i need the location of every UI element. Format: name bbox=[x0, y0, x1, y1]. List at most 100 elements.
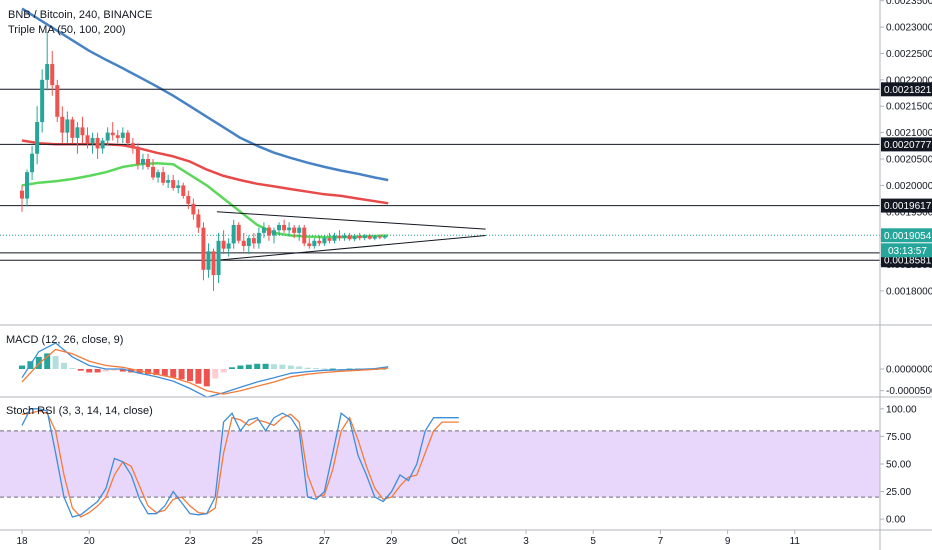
macd-histogram-bar bbox=[119, 369, 126, 372]
candle-body bbox=[246, 238, 251, 247]
stoch-rsi-band bbox=[0, 430, 880, 498]
price-tick-label: 0.0019500 bbox=[886, 207, 932, 218]
stoch-rsi-k-line bbox=[21, 408, 459, 518]
candle-body bbox=[146, 159, 150, 167]
candle-body bbox=[151, 166, 156, 178]
candle-body bbox=[55, 85, 60, 117]
price-tick-label: 0.0022000 bbox=[886, 75, 932, 86]
time-tick-label: 18 bbox=[16, 536, 28, 547]
ma-line-100 bbox=[21, 139, 389, 205]
current-price-tag-label: 0.0019054 bbox=[884, 231, 932, 242]
triangle-trendline bbox=[216, 211, 486, 230]
level-price-tag-label: 0.0019617 bbox=[884, 201, 932, 212]
price-tick-label: 0.0023000 bbox=[886, 23, 932, 34]
macd-histogram-bar bbox=[77, 369, 84, 371]
candle-body bbox=[196, 214, 201, 228]
time-tick-label: Oct bbox=[451, 536, 467, 547]
candle-body bbox=[85, 135, 90, 144]
candle-body bbox=[302, 227, 307, 244]
macd-histogram-bar bbox=[271, 364, 277, 369]
candle-body bbox=[135, 148, 140, 165]
candle-body bbox=[362, 236, 367, 239]
macd-histogram-bar bbox=[111, 369, 118, 371]
candle-body bbox=[272, 230, 276, 236]
macd-histogram-bar bbox=[86, 369, 93, 373]
candle-body bbox=[20, 190, 24, 199]
time-tick-label: 3 bbox=[523, 536, 529, 547]
candle-body bbox=[337, 235, 342, 239]
macd-signal-line bbox=[21, 348, 389, 395]
price-panel[interactable] bbox=[0, 7, 880, 291]
candle-body bbox=[231, 224, 236, 244]
time-tick-label: 27 bbox=[319, 536, 331, 547]
macd-histogram-bar bbox=[69, 368, 76, 370]
macd-panel[interactable] bbox=[19, 342, 389, 398]
candle-body bbox=[50, 64, 55, 86]
candle-body bbox=[75, 127, 80, 138]
candle-body bbox=[292, 227, 297, 233]
candle-body bbox=[347, 235, 352, 240]
macd-histogram-bar bbox=[178, 369, 185, 380]
time-tick-label: 11 bbox=[790, 536, 801, 547]
macd-histogram-bar bbox=[329, 368, 336, 370]
macd-histogram-bar bbox=[103, 369, 109, 372]
macd-histogram-bar bbox=[61, 362, 67, 369]
triangle-trendline bbox=[216, 235, 486, 261]
ma-line-200 bbox=[21, 7, 389, 182]
time-tick-label: 29 bbox=[386, 536, 398, 547]
macd-tick-label: 0.0000000 bbox=[886, 365, 932, 376]
candle-body bbox=[357, 236, 362, 239]
candle-body bbox=[120, 132, 125, 138]
candle-body bbox=[125, 132, 130, 144]
macd-histogram-bar bbox=[245, 364, 252, 369]
candle-body bbox=[201, 227, 206, 270]
macd-histogram-bar bbox=[170, 369, 177, 378]
rsi-tick-label: 0.00 bbox=[886, 515, 906, 526]
candle-body bbox=[282, 224, 287, 231]
candle-body bbox=[176, 185, 181, 189]
stoch-rsi-panel[interactable] bbox=[0, 408, 880, 518]
triple-ma-legend: Triple MA (50, 100, 200) bbox=[8, 24, 126, 36]
macd-histogram-bar bbox=[262, 363, 269, 369]
candle-body bbox=[110, 132, 115, 136]
candle-body bbox=[90, 137, 95, 144]
candle-body bbox=[95, 137, 100, 149]
price-tick-label: 0.0021000 bbox=[886, 128, 932, 139]
time-tick-label: 25 bbox=[252, 536, 264, 547]
candle-body bbox=[211, 251, 216, 276]
macd-histogram-bar bbox=[229, 367, 235, 369]
candle-body bbox=[317, 240, 322, 244]
price-tick-label: 0.0020500 bbox=[886, 155, 932, 166]
candle-body bbox=[45, 64, 50, 80]
candle-body bbox=[372, 236, 377, 239]
candle-body bbox=[181, 185, 186, 196]
candle-body bbox=[226, 243, 231, 249]
candle-body bbox=[65, 119, 70, 133]
time-tick-label: 20 bbox=[84, 536, 96, 547]
candle-body bbox=[266, 227, 271, 236]
candle-body bbox=[251, 238, 256, 244]
candle-body bbox=[221, 240, 226, 249]
candle-body bbox=[35, 122, 40, 154]
candle-body bbox=[161, 172, 166, 183]
candle-body bbox=[312, 240, 317, 247]
price-tick-label: 0.0023500 bbox=[886, 0, 932, 7]
rsi-tick-label: 75.00 bbox=[886, 432, 911, 443]
candle-body bbox=[140, 159, 145, 165]
macd-histogram-bar bbox=[279, 364, 286, 369]
candle-body bbox=[322, 238, 327, 244]
candle-body bbox=[332, 235, 337, 241]
macd-histogram-bar bbox=[52, 356, 59, 369]
candle-body bbox=[342, 235, 347, 239]
candle-body bbox=[100, 140, 105, 149]
candle-body bbox=[25, 172, 30, 199]
macd-histogram-bar bbox=[161, 369, 168, 376]
candle-body bbox=[352, 236, 357, 240]
candle-body bbox=[60, 116, 65, 133]
rsi-tick-label: 100.00 bbox=[886, 404, 917, 415]
macd-histogram-bar bbox=[254, 363, 261, 369]
candle-body bbox=[382, 236, 387, 238]
level-price-tag bbox=[881, 82, 932, 97]
macd-histogram-bar bbox=[153, 369, 160, 376]
level-price-tag bbox=[881, 137, 932, 152]
